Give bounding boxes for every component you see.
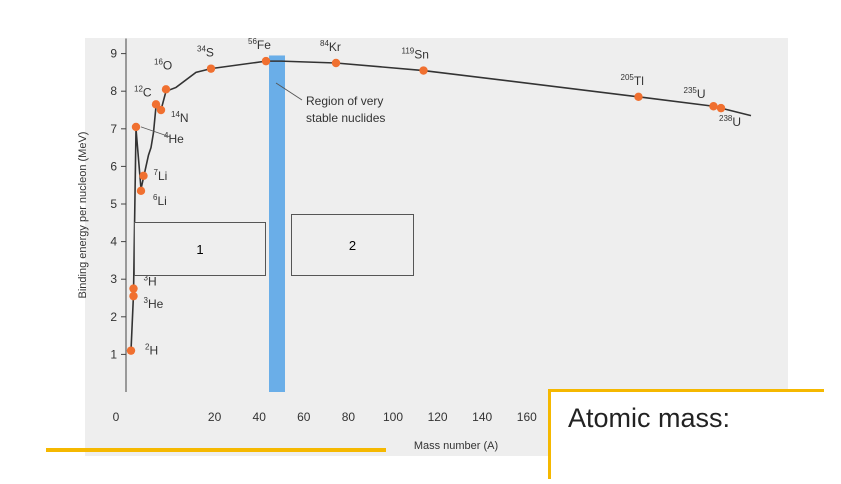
x-tick-label: 0 — [113, 410, 120, 424]
y-tick-label: 9 — [110, 47, 117, 61]
y-tick-label: 2 — [110, 310, 117, 324]
y-tick-label: 7 — [110, 122, 117, 136]
y-axis-label: Binding energy per nucleon (MeV) — [77, 132, 89, 299]
nuclide-label-238u: 238U — [719, 114, 741, 129]
nuclide-label-34s: 34S — [197, 45, 214, 60]
answer-box-1[interactable]: 1 — [134, 222, 266, 276]
nuclide-point-119sn — [419, 66, 428, 75]
x-tick-label: 40 — [253, 410, 267, 424]
nuclide-label-56fe: 56Fe — [248, 37, 271, 52]
annotation-text-line: stable nuclides — [306, 111, 385, 125]
x-tick-label: 120 — [428, 410, 448, 424]
answer-box-2-label: 2 — [348, 237, 357, 253]
nuclide-label-14n: 14N — [171, 110, 189, 125]
x-tick-label: 20 — [208, 410, 222, 424]
answer-box-2[interactable]: 2 — [291, 214, 414, 276]
annotation-text-line: Region of very — [306, 94, 383, 108]
nuclide-point-14n — [156, 105, 166, 115]
nuclide-point-56fe — [261, 56, 271, 66]
nuclide-label-7li: 7Li — [154, 168, 168, 183]
atomic-mass-label: Atomic mass: — [568, 403, 731, 433]
nuclide-label-3he: 3He — [144, 296, 164, 311]
answer-box-1-label: 1 — [196, 241, 204, 257]
nuclide-point-84kr — [331, 58, 341, 68]
nuclide-label-84kr: 84Kr — [320, 39, 341, 54]
nuclide-point-12c — [151, 100, 161, 109]
annotation-leader-line — [275, 82, 303, 101]
nuclide-label-2h: 2H — [145, 343, 158, 358]
y-tick-label: 6 — [110, 159, 117, 173]
he4-leader-line — [140, 126, 171, 138]
nuclide-label-6li: 6Li — [153, 193, 167, 208]
nuclide-label-119sn: 119Sn — [402, 47, 429, 62]
nuclide-point-238u — [716, 103, 726, 113]
nuclide-point-34s — [206, 64, 216, 73]
y-tick-label: 3 — [110, 272, 117, 286]
nuclide-point-205tl — [634, 92, 643, 102]
nuclide-label-12c: 12C — [134, 84, 152, 99]
x-axis-label: Mass number (A) — [414, 440, 498, 452]
nuclide-point-6li — [136, 186, 146, 196]
nuclide-point-235u — [709, 102, 718, 111]
stable-region-band — [269, 55, 285, 392]
x-tick-label: 60 — [297, 410, 311, 424]
y-tick-label: 1 — [110, 347, 117, 361]
nuclide-label-16o: 16O — [154, 57, 172, 72]
nuclide-point-3h — [129, 284, 138, 293]
y-tick-label: 5 — [110, 197, 117, 211]
nuclide-point-2h — [126, 346, 136, 355]
x-tick-label: 140 — [472, 410, 492, 424]
nuclide-label-4he: 4He — [164, 131, 184, 146]
nuclide-point-7li — [139, 171, 148, 180]
y-tick-label: 4 — [110, 235, 117, 249]
binding-energy-curve — [130, 60, 752, 351]
x-tick-label: 80 — [342, 410, 356, 424]
divider-line — [46, 448, 386, 452]
atomic-mass-panel: Atomic mass: — [548, 389, 824, 479]
nuclide-point-4he — [131, 122, 141, 132]
nuclide-label-3h: 3H — [144, 274, 157, 289]
x-tick-label: 160 — [517, 410, 537, 424]
y-tick-label: 8 — [110, 84, 117, 98]
nuclide-label-235u: 235U — [684, 86, 706, 101]
nuclide-point-3he — [129, 291, 138, 301]
nuclide-label-205tl: 205Tl — [621, 73, 644, 88]
nuclide-point-16o — [161, 85, 171, 94]
x-tick-label: 100 — [383, 410, 403, 424]
